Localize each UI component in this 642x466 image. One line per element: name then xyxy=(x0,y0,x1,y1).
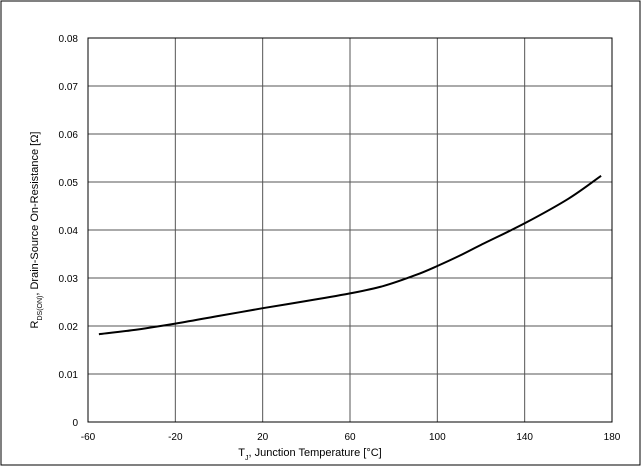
x-axis-label: TJ, Junction Temperature [°C] xyxy=(238,447,381,462)
x-tick-labels: -60 -20 20 60 100 140 180 xyxy=(81,432,621,443)
y-tick-label: 0.05 xyxy=(59,178,79,189)
x-tick-label: 60 xyxy=(344,432,356,443)
y-tick-label: 0.07 xyxy=(59,82,79,93)
grid-lines xyxy=(87,37,613,423)
y-tick-label: 0.03 xyxy=(59,274,79,285)
y-tick-labels: 0 0.01 0.02 0.03 0.04 0.05 0.06 0.07 0.08 xyxy=(59,34,79,429)
y-tick-label: 0.02 xyxy=(59,322,79,333)
y-tick-label: 0 xyxy=(72,418,78,429)
x-tick-label: 180 xyxy=(604,432,621,443)
data-series xyxy=(98,174,602,336)
series-line-0 xyxy=(98,174,602,336)
y-axis-label: RDS(ON), Drain-Source On-Resistance [Ω] xyxy=(29,132,44,329)
x-tick-label: -20 xyxy=(168,432,183,443)
y-tick-label: 0.06 xyxy=(59,130,79,141)
y-tick-label: 0.04 xyxy=(59,226,79,237)
y-tick-label: 0.01 xyxy=(59,370,79,381)
y-tick-label: 0.08 xyxy=(59,34,79,45)
x-tick-label: 100 xyxy=(429,432,446,443)
x-tick-label: -60 xyxy=(81,432,96,443)
x-tick-label: 20 xyxy=(257,432,269,443)
plot-area-border xyxy=(87,37,613,423)
x-tick-label: 140 xyxy=(516,432,533,443)
